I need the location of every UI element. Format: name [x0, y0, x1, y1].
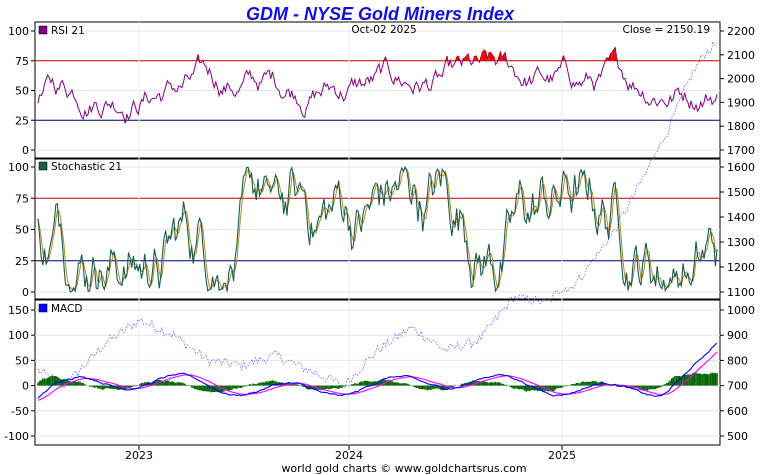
macd-line	[37, 342, 718, 399]
right-tick-label: 700	[727, 380, 748, 393]
right-tick-label: 1000	[727, 304, 755, 317]
right-tick-label: 1300	[727, 236, 755, 249]
right-tick-label: 800	[727, 354, 748, 367]
stochastic-legend-swatch	[38, 161, 48, 171]
left-tick-label: 50	[15, 224, 29, 237]
axis-layer: 100 75 50 25 0 2200 2100 2000 1900 1800 1700 100 75 5…	[4, 25, 755, 462]
rsi-legend-swatch	[38, 25, 48, 35]
rsi-legend-label: RSI 21	[51, 25, 85, 37]
left-tick-label: 100	[8, 25, 29, 38]
right-tick-label: 1100	[727, 286, 755, 299]
grid-layer	[35, 22, 720, 445]
chart-title: GDM - NYSE Gold Miners Index	[246, 4, 515, 24]
rsi-line	[37, 46, 718, 124]
left-tick-label: -50	[11, 405, 29, 418]
left-tick-label: -100	[4, 430, 29, 443]
macd-legend-label: MACD	[51, 303, 82, 315]
x-tick-label: 2024	[335, 449, 363, 462]
right-tick-label: 1800	[727, 120, 755, 133]
price-series-line	[37, 40, 718, 390]
macd-panel-frame	[34, 299, 721, 446]
macd-signal-line	[37, 351, 718, 401]
price-layer	[37, 40, 718, 390]
left-tick-label: 0	[22, 144, 29, 157]
stochastic-k-line	[37, 165, 718, 293]
right-tick-label: 1500	[727, 186, 755, 199]
right-tick-label: 600	[727, 405, 748, 418]
left-tick-label: 50	[15, 85, 29, 98]
date-label: Oct-02 2025	[351, 24, 416, 36]
left-tick-label: 75	[15, 55, 29, 68]
right-tick-label: 1400	[727, 211, 755, 224]
stochastic-legend-label: Stochastic 21	[51, 161, 122, 173]
left-tick-label: 100	[8, 161, 29, 174]
right-tick-label: 1700	[727, 144, 755, 157]
right-tick-label: 2000	[727, 73, 755, 86]
right-tick-label: 1600	[727, 161, 755, 174]
footer-credit: world gold charts © www.goldchartsrus.co…	[281, 462, 526, 475]
left-tick-label: 100	[8, 329, 29, 342]
left-tick-label: 25	[15, 114, 29, 127]
macd-legend-swatch	[38, 303, 48, 313]
x-tick-label: 2025	[548, 449, 576, 462]
right-tick-label: 2200	[727, 25, 755, 38]
left-tick-label: 150	[8, 304, 29, 317]
right-tick-label: 2100	[727, 49, 755, 62]
left-tick-label: 50	[15, 354, 29, 367]
x-tick-label: 2023	[125, 449, 153, 462]
right-tick-label: 500	[727, 430, 748, 443]
left-tick-label: 0	[22, 380, 29, 393]
left-tick-label: 75	[15, 192, 29, 205]
right-tick-label: 1200	[727, 261, 755, 274]
left-tick-label: 25	[15, 255, 29, 268]
right-tick-label: 1900	[727, 96, 755, 109]
close-label: Close = 2150.19	[623, 24, 711, 36]
left-tick-label: 0	[22, 286, 29, 299]
indicator-layer	[37, 46, 718, 401]
right-tick-label: 900	[727, 329, 748, 342]
